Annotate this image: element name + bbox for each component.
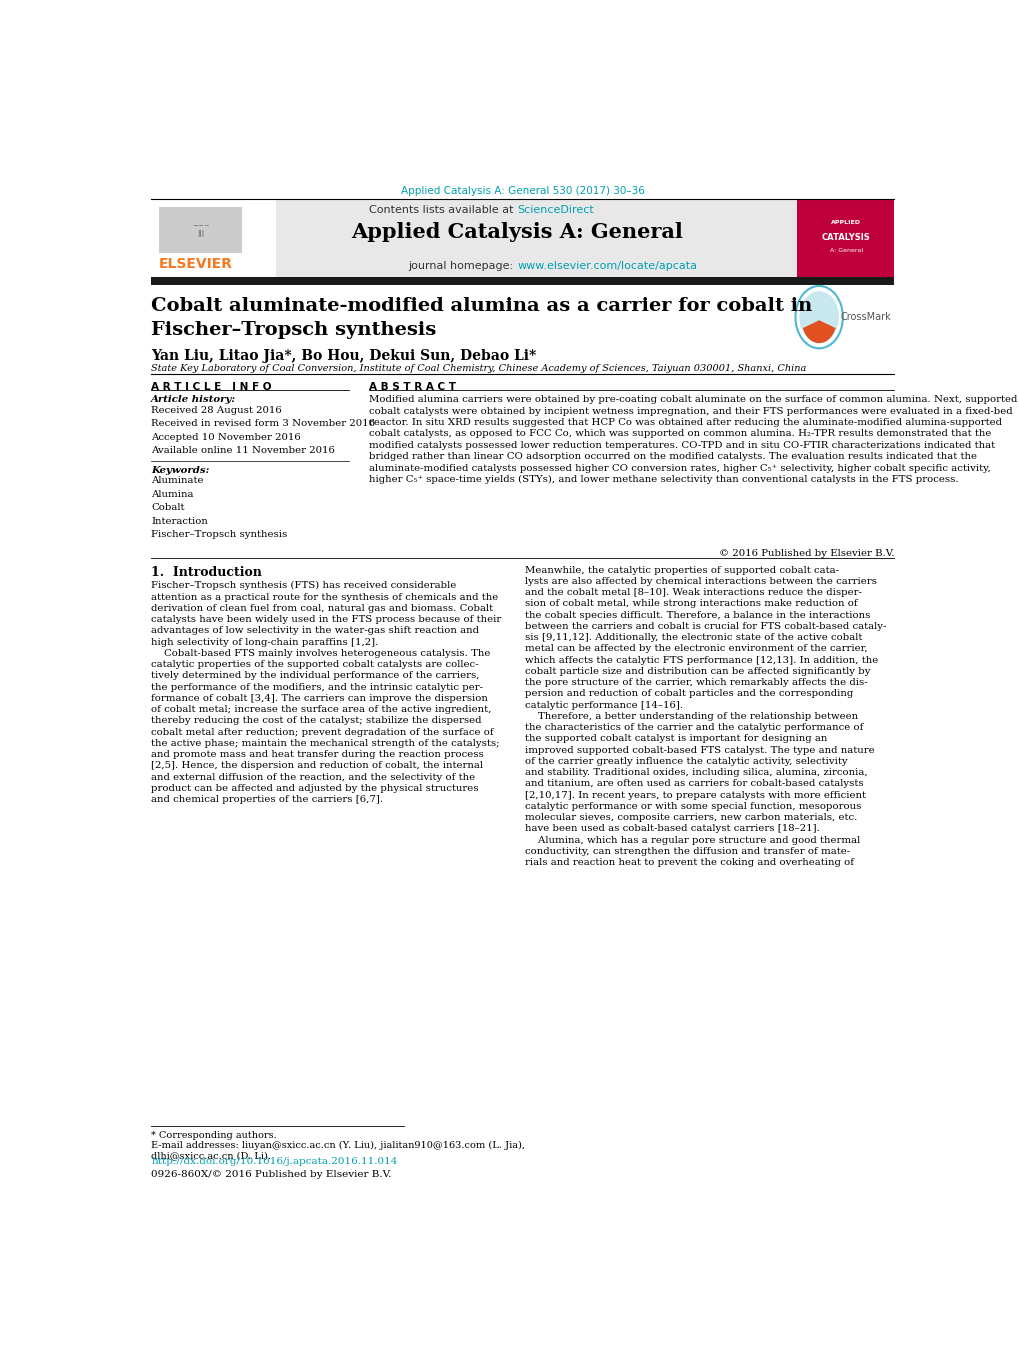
Text: www.elsevier.com/locate/apcata: www.elsevier.com/locate/apcata [517, 261, 697, 272]
Text: Received 28 August 2016: Received 28 August 2016 [151, 405, 281, 415]
Text: Yan Liu, Litao Jia*, Bo Hou, Dekui Sun, Debao Li*: Yan Liu, Litao Jia*, Bo Hou, Dekui Sun, … [151, 350, 536, 363]
Bar [151, 199, 276, 278]
Text: A R T I C L E   I N F O: A R T I C L E I N F O [151, 381, 271, 392]
Text: CATALYSIS: CATALYSIS [821, 232, 869, 242]
Text: Article history:: Article history: [151, 394, 236, 404]
Text: E-mail addresses: liuyan@sxicc.ac.cn (Y. Liu), jialitan910@163.com (L. Jia),
dlh: E-mail addresses: liuyan@sxicc.ac.cn (Y.… [151, 1142, 525, 1161]
Bar [151, 277, 894, 285]
Text: Cobalt aluminate-modified alumina as a carrier for cobalt in
Fischer–Tropsch syn: Cobalt aluminate-modified alumina as a c… [151, 297, 812, 339]
Bar [151, 199, 894, 278]
Text: Fischer–Tropsch synthesis: Fischer–Tropsch synthesis [151, 531, 287, 539]
Text: APPLIED: APPLIED [830, 220, 860, 226]
Text: Interaction: Interaction [151, 517, 208, 526]
Text: 1.  Introduction: 1. Introduction [151, 566, 262, 578]
Text: ScienceDirect: ScienceDirect [517, 205, 593, 215]
Text: ~~~
|||: ~~~ ||| [192, 223, 210, 236]
Text: Meanwhile, the catalytic properties of supported cobalt cata-
lysts are also aff: Meanwhile, the catalytic properties of s… [525, 566, 886, 867]
Text: Fischer–Tropsch synthesis (FTS) has received considerable
attention as a practic: Fischer–Tropsch synthesis (FTS) has rece… [151, 581, 501, 804]
Wedge shape [802, 320, 835, 343]
Text: A B S T R A C T: A B S T R A C T [368, 381, 455, 392]
Text: Alumina: Alumina [151, 490, 194, 499]
Text: Received in revised form 3 November 2016: Received in revised form 3 November 2016 [151, 419, 375, 428]
Text: Cobalt: Cobalt [151, 504, 184, 512]
Text: Applied Catalysis A: General 530 (2017) 30–36: Applied Catalysis A: General 530 (2017) … [400, 186, 644, 196]
Text: CrossMark: CrossMark [840, 312, 891, 322]
Text: 0926-860X/© 2016 Published by Elsevier B.V.: 0926-860X/© 2016 Published by Elsevier B… [151, 1170, 391, 1179]
Text: Aluminate: Aluminate [151, 477, 204, 485]
Text: Keywords:: Keywords: [151, 466, 209, 476]
Text: ELSEVIER: ELSEVIER [159, 257, 233, 272]
Text: Applied Catalysis A: General: Applied Catalysis A: General [351, 223, 683, 242]
Bar [796, 199, 894, 278]
Text: Available online 11 November 2016: Available online 11 November 2016 [151, 446, 335, 455]
Bar [159, 207, 242, 253]
Text: Accepted 10 November 2016: Accepted 10 November 2016 [151, 432, 301, 442]
Text: A: General: A: General [828, 249, 862, 253]
Text: Modified alumina carriers were obtained by pre-coating cobalt aluminate on the s: Modified alumina carriers were obtained … [368, 394, 1016, 485]
Text: journal homepage:: journal homepage: [409, 261, 517, 272]
Text: Contents lists available at: Contents lists available at [369, 205, 517, 215]
Circle shape [799, 290, 839, 343]
Text: http://dx.doi.org/10.1016/j.apcata.2016.11.014: http://dx.doi.org/10.1016/j.apcata.2016.… [151, 1156, 397, 1166]
Text: State Key Laboratory of Coal Conversion, Institute of Coal Chemistry, Chinese Ac: State Key Laboratory of Coal Conversion,… [151, 363, 806, 373]
Text: © 2016 Published by Elsevier B.V.: © 2016 Published by Elsevier B.V. [718, 549, 894, 558]
Text: * Corresponding authors.: * Corresponding authors. [151, 1131, 277, 1140]
